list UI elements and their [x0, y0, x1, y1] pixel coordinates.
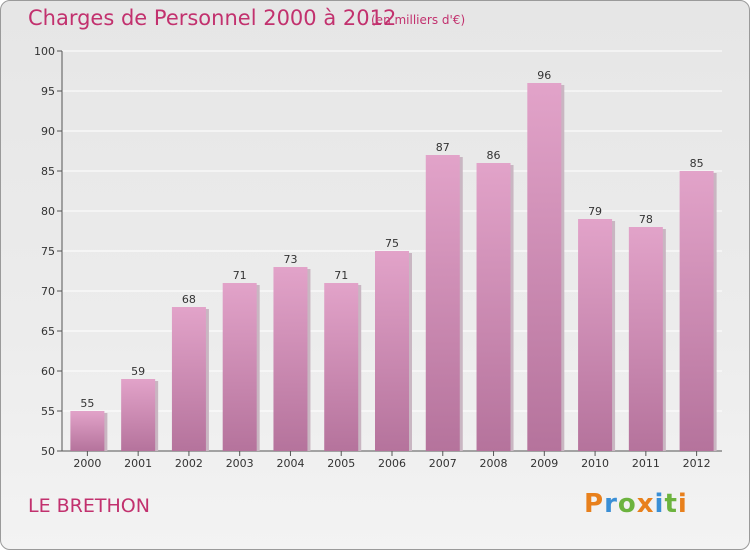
chart-unit: (en milliers d'€) — [371, 13, 466, 27]
logo-letter: r — [604, 489, 618, 519]
bar — [578, 219, 613, 451]
bar — [476, 163, 511, 451]
y-tick-label: 80 — [41, 205, 55, 218]
labels: 50 55 60 65 70 75 80 85 90 95 100 55 2000 59 2001 68 200… — [34, 45, 711, 470]
x-tick-label: 2009 — [530, 457, 558, 470]
bar — [70, 411, 105, 451]
x-tick-label: 2002 — [175, 457, 203, 470]
x-tick-label: 2003 — [226, 457, 254, 470]
bar — [171, 307, 206, 451]
x-tick-label: 2000 — [73, 457, 101, 470]
value-label: 87 — [436, 141, 450, 154]
value-label: 55 — [80, 397, 94, 410]
chart-title: Charges de Personnel 2000 à 2012 — [28, 6, 397, 30]
value-label: 96 — [537, 69, 551, 82]
value-label: 73 — [283, 253, 297, 266]
x-tick-label: 2012 — [683, 457, 711, 470]
y-tick-label: 90 — [41, 125, 55, 138]
value-label: 78 — [639, 213, 653, 226]
x-tick-label: 2008 — [480, 457, 508, 470]
bar — [222, 283, 257, 451]
logo-letter: P — [584, 489, 605, 519]
y-tick-label: 100 — [34, 45, 55, 58]
logo-letter: i — [654, 489, 665, 519]
y-tick-label: 55 — [41, 405, 55, 418]
x-tick-label: 2010 — [581, 457, 609, 470]
x-tick-label: 2001 — [124, 457, 152, 470]
x-tick-label: 2005 — [327, 457, 355, 470]
x-tick-label: 2004 — [276, 457, 304, 470]
bar — [121, 379, 156, 451]
logo-letter: x — [636, 489, 655, 519]
y-tick-label: 60 — [41, 365, 55, 378]
value-label: 85 — [690, 157, 704, 170]
bar — [679, 171, 714, 451]
value-label: 86 — [487, 149, 501, 162]
x-tick-label: 2011 — [632, 457, 660, 470]
y-tick-label: 65 — [41, 325, 55, 338]
bar — [425, 155, 460, 451]
logo-letter: t — [664, 489, 678, 519]
proxiti-logo: Proxiti — [584, 489, 688, 519]
y-tick-label: 70 — [41, 285, 55, 298]
value-label: 68 — [182, 293, 196, 306]
bar — [375, 251, 409, 451]
x-tick-label: 2007 — [429, 457, 457, 470]
bars — [70, 83, 717, 451]
y-tick-label: 50 — [41, 445, 55, 458]
bar — [324, 283, 359, 451]
value-label: 71 — [233, 269, 247, 282]
commune-name: LE BRETHON — [28, 495, 150, 517]
value-label: 79 — [588, 205, 602, 218]
bar — [273, 267, 308, 451]
value-label: 59 — [131, 365, 145, 378]
y-tick-label: 75 — [41, 245, 55, 258]
y-tick-label: 85 — [41, 165, 55, 178]
value-label: 75 — [385, 237, 399, 250]
bar — [628, 227, 663, 451]
y-tick-label: 95 — [41, 85, 55, 98]
logo-letter: o — [617, 489, 637, 519]
x-tick-label: 2006 — [378, 457, 406, 470]
logo-letter: i — [677, 489, 688, 519]
value-label: 71 — [334, 269, 348, 282]
bar — [527, 83, 562, 451]
